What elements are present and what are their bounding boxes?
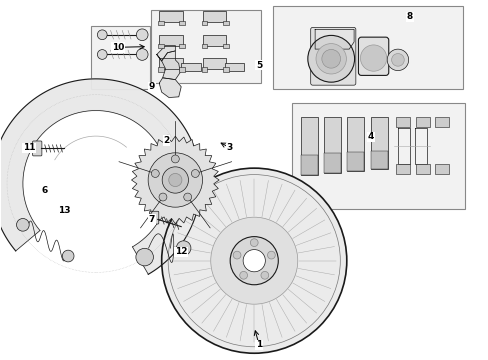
Circle shape bbox=[136, 248, 153, 266]
Bar bbox=[223, 67, 228, 72]
Circle shape bbox=[97, 50, 107, 59]
Bar bbox=[323, 117, 340, 173]
Bar bbox=[159, 12, 182, 22]
Circle shape bbox=[321, 49, 340, 68]
Polygon shape bbox=[314, 30, 353, 49]
Bar bbox=[415, 164, 429, 174]
Bar bbox=[434, 164, 448, 174]
Polygon shape bbox=[0, 79, 200, 274]
Circle shape bbox=[136, 49, 148, 60]
Text: 13: 13 bbox=[58, 206, 70, 215]
Polygon shape bbox=[131, 136, 219, 224]
Circle shape bbox=[62, 250, 74, 262]
Circle shape bbox=[176, 241, 190, 256]
Text: 11: 11 bbox=[23, 143, 35, 152]
Bar bbox=[181, 63, 200, 71]
FancyBboxPatch shape bbox=[310, 27, 355, 85]
Circle shape bbox=[233, 251, 241, 259]
Bar bbox=[223, 21, 228, 25]
Circle shape bbox=[391, 54, 404, 66]
Circle shape bbox=[230, 237, 278, 285]
Bar bbox=[396, 164, 409, 174]
Bar bbox=[179, 67, 184, 72]
FancyBboxPatch shape bbox=[149, 211, 159, 224]
Polygon shape bbox=[159, 78, 181, 98]
Circle shape bbox=[136, 29, 148, 41]
Bar bbox=[370, 151, 387, 169]
Bar bbox=[224, 63, 244, 71]
Circle shape bbox=[239, 271, 247, 279]
FancyBboxPatch shape bbox=[358, 37, 388, 75]
Bar bbox=[159, 35, 182, 45]
Circle shape bbox=[159, 193, 166, 201]
Bar bbox=[203, 35, 226, 45]
Circle shape bbox=[97, 30, 107, 40]
Bar bbox=[272, 6, 462, 89]
Bar bbox=[323, 153, 340, 173]
Bar bbox=[434, 117, 448, 127]
Bar bbox=[396, 117, 409, 127]
Text: 8: 8 bbox=[406, 12, 412, 21]
Text: 12: 12 bbox=[175, 247, 187, 256]
Bar bbox=[370, 117, 387, 169]
Bar bbox=[292, 103, 464, 209]
Circle shape bbox=[315, 44, 346, 74]
Text: 7: 7 bbox=[148, 215, 155, 224]
Circle shape bbox=[360, 45, 386, 71]
Bar bbox=[203, 58, 226, 69]
Bar bbox=[223, 44, 228, 48]
Polygon shape bbox=[157, 45, 175, 61]
Bar bbox=[300, 117, 317, 175]
Bar bbox=[201, 21, 207, 25]
Bar bbox=[346, 152, 364, 171]
Polygon shape bbox=[157, 51, 180, 80]
Circle shape bbox=[17, 219, 29, 231]
Bar bbox=[201, 44, 207, 48]
Circle shape bbox=[162, 167, 188, 193]
Circle shape bbox=[162, 168, 346, 353]
Bar bbox=[158, 44, 163, 48]
Bar bbox=[415, 117, 429, 127]
Bar bbox=[158, 21, 163, 25]
Circle shape bbox=[243, 249, 265, 272]
Circle shape bbox=[191, 170, 199, 177]
Circle shape bbox=[261, 271, 268, 279]
Circle shape bbox=[267, 251, 275, 259]
Text: 3: 3 bbox=[226, 143, 233, 152]
Text: 2: 2 bbox=[163, 136, 169, 145]
Bar bbox=[300, 154, 317, 175]
Circle shape bbox=[210, 217, 297, 304]
Circle shape bbox=[183, 193, 191, 201]
Bar bbox=[201, 67, 207, 72]
FancyBboxPatch shape bbox=[33, 141, 42, 156]
Circle shape bbox=[171, 155, 179, 163]
Bar bbox=[203, 12, 226, 22]
Circle shape bbox=[168, 174, 182, 186]
Bar bbox=[179, 21, 184, 25]
Bar bbox=[151, 10, 260, 83]
Text: 4: 4 bbox=[367, 132, 374, 141]
Text: 1: 1 bbox=[255, 341, 262, 350]
Circle shape bbox=[386, 49, 408, 71]
Bar bbox=[91, 26, 149, 89]
Text: 9: 9 bbox=[148, 82, 155, 91]
Text: 10: 10 bbox=[111, 43, 124, 52]
Bar bbox=[179, 44, 184, 48]
Bar bbox=[158, 67, 163, 72]
Circle shape bbox=[250, 239, 258, 247]
Text: 6: 6 bbox=[41, 186, 48, 195]
Circle shape bbox=[307, 35, 354, 82]
Bar bbox=[346, 117, 364, 171]
Circle shape bbox=[151, 170, 159, 177]
Text: 5: 5 bbox=[255, 61, 262, 70]
Circle shape bbox=[148, 153, 202, 207]
Bar bbox=[159, 58, 182, 69]
